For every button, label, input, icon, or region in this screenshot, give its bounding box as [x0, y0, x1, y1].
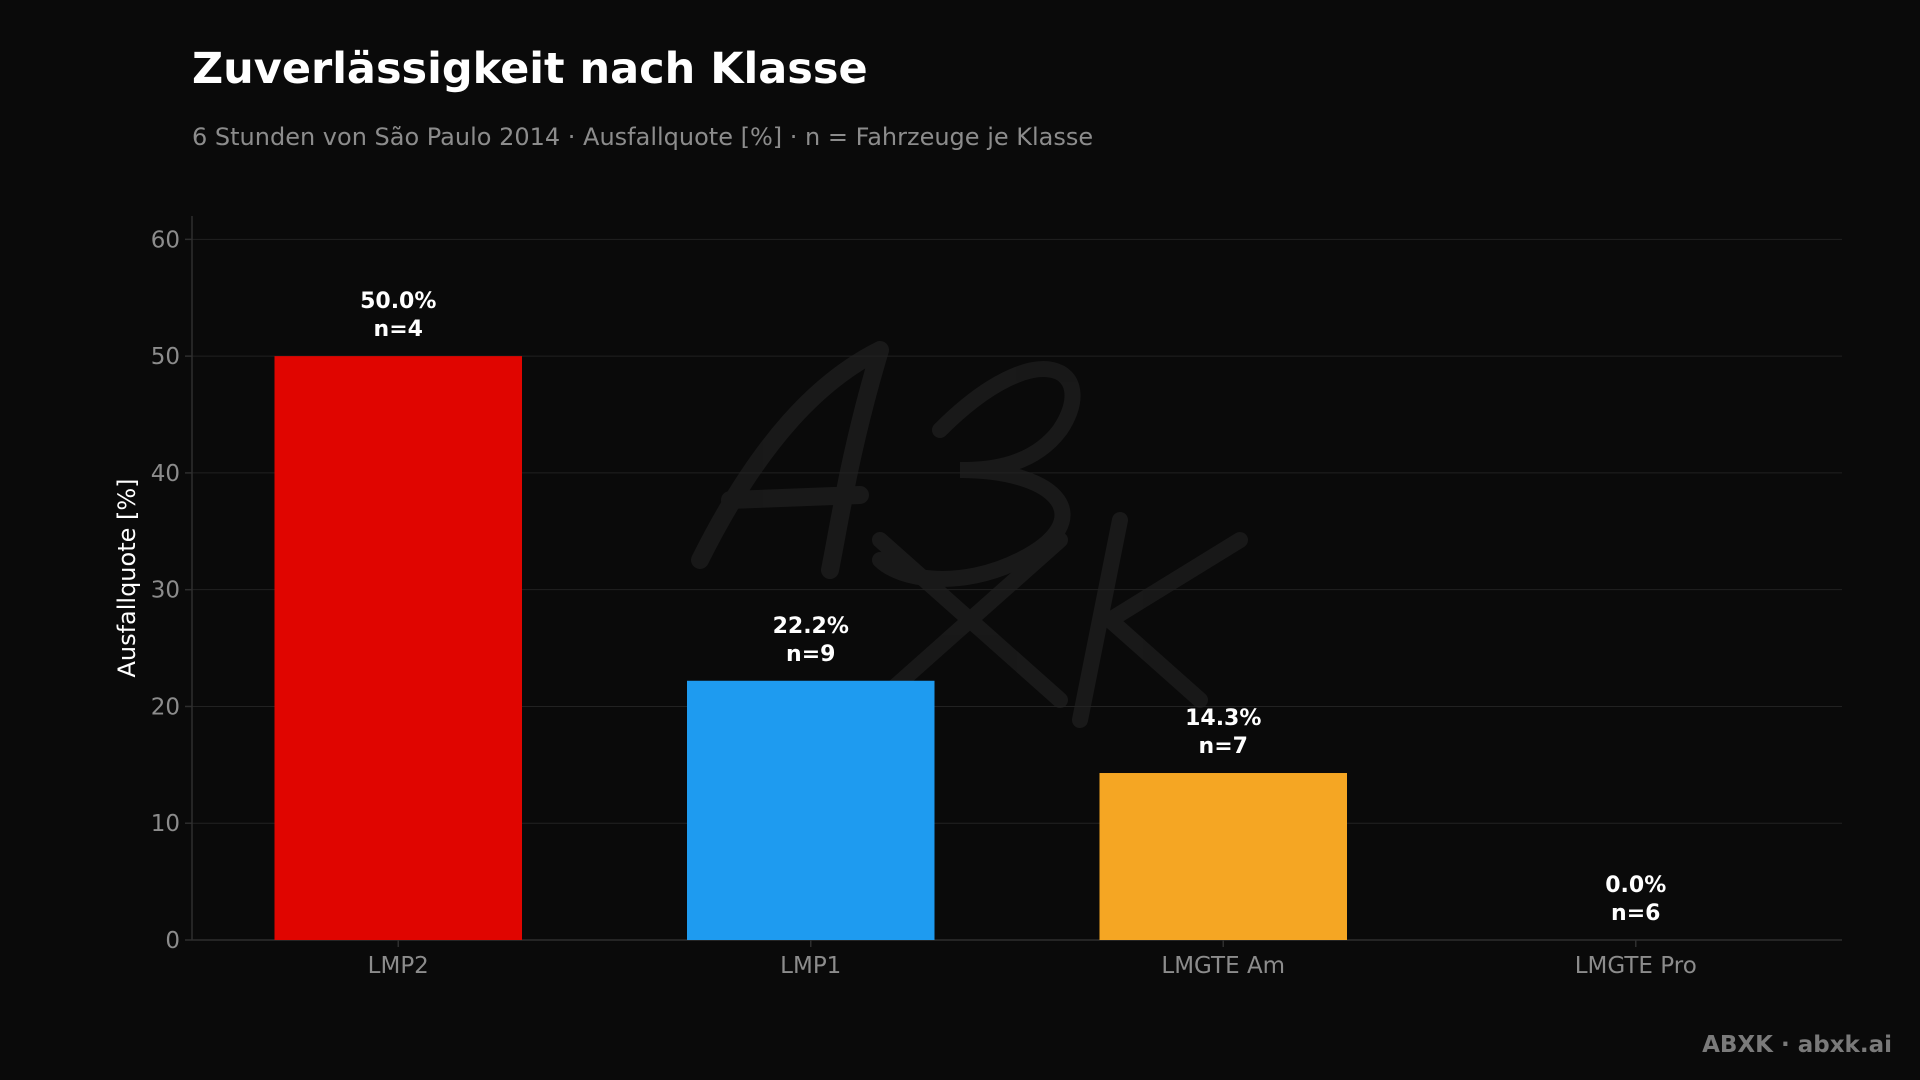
bar-lmgte-am	[1099, 773, 1347, 940]
y-tick-label: 10	[151, 811, 180, 837]
y-axis-label: Ausfallquote [%]	[113, 478, 141, 677]
x-tick-label: LMP1	[780, 953, 841, 979]
y-tick-label: 40	[151, 461, 180, 487]
bar-lmp2	[274, 356, 522, 940]
bar-labels: 50.0% n=4 22.2% n=9 14.3% n=7 0.0% n=6	[360, 289, 1666, 926]
y-tick-label: 60	[151, 227, 180, 253]
count-label: n=6	[1611, 901, 1660, 926]
brand-footer: ABXK · abxk.ai	[1702, 1032, 1892, 1058]
y-tick-label: 50	[151, 344, 180, 370]
y-tick-label: 30	[151, 578, 180, 604]
x-tick-label: LMP2	[368, 953, 429, 979]
y-tick-label: 20	[151, 694, 180, 720]
watermark-logo	[691, 341, 1248, 728]
count-label: n=4	[374, 317, 423, 342]
value-label: 22.2%	[773, 614, 849, 639]
count-label: n=7	[1199, 734, 1248, 759]
x-tick-label: LMGTE Pro	[1575, 953, 1697, 979]
x-tick-label: LMGTE Am	[1161, 953, 1285, 979]
value-label: 0.0%	[1605, 873, 1666, 898]
bar-lmp1	[687, 680, 935, 940]
axes: 0 10 20 30 40 50 60 LMP2 LMP1 LMGTE Am LMGTE Pro	[151, 216, 1842, 979]
bars	[274, 356, 1347, 940]
chart-subtitle: 6 Stunden von São Paulo 2014 · Ausfallqu…	[192, 123, 1094, 151]
count-label: n=9	[786, 642, 835, 667]
chart-title: Zuverlässigkeit nach Klasse	[192, 44, 868, 94]
y-tick-label: 0	[165, 928, 180, 954]
value-label: 50.0%	[360, 289, 436, 314]
value-label: 14.3%	[1185, 706, 1261, 731]
